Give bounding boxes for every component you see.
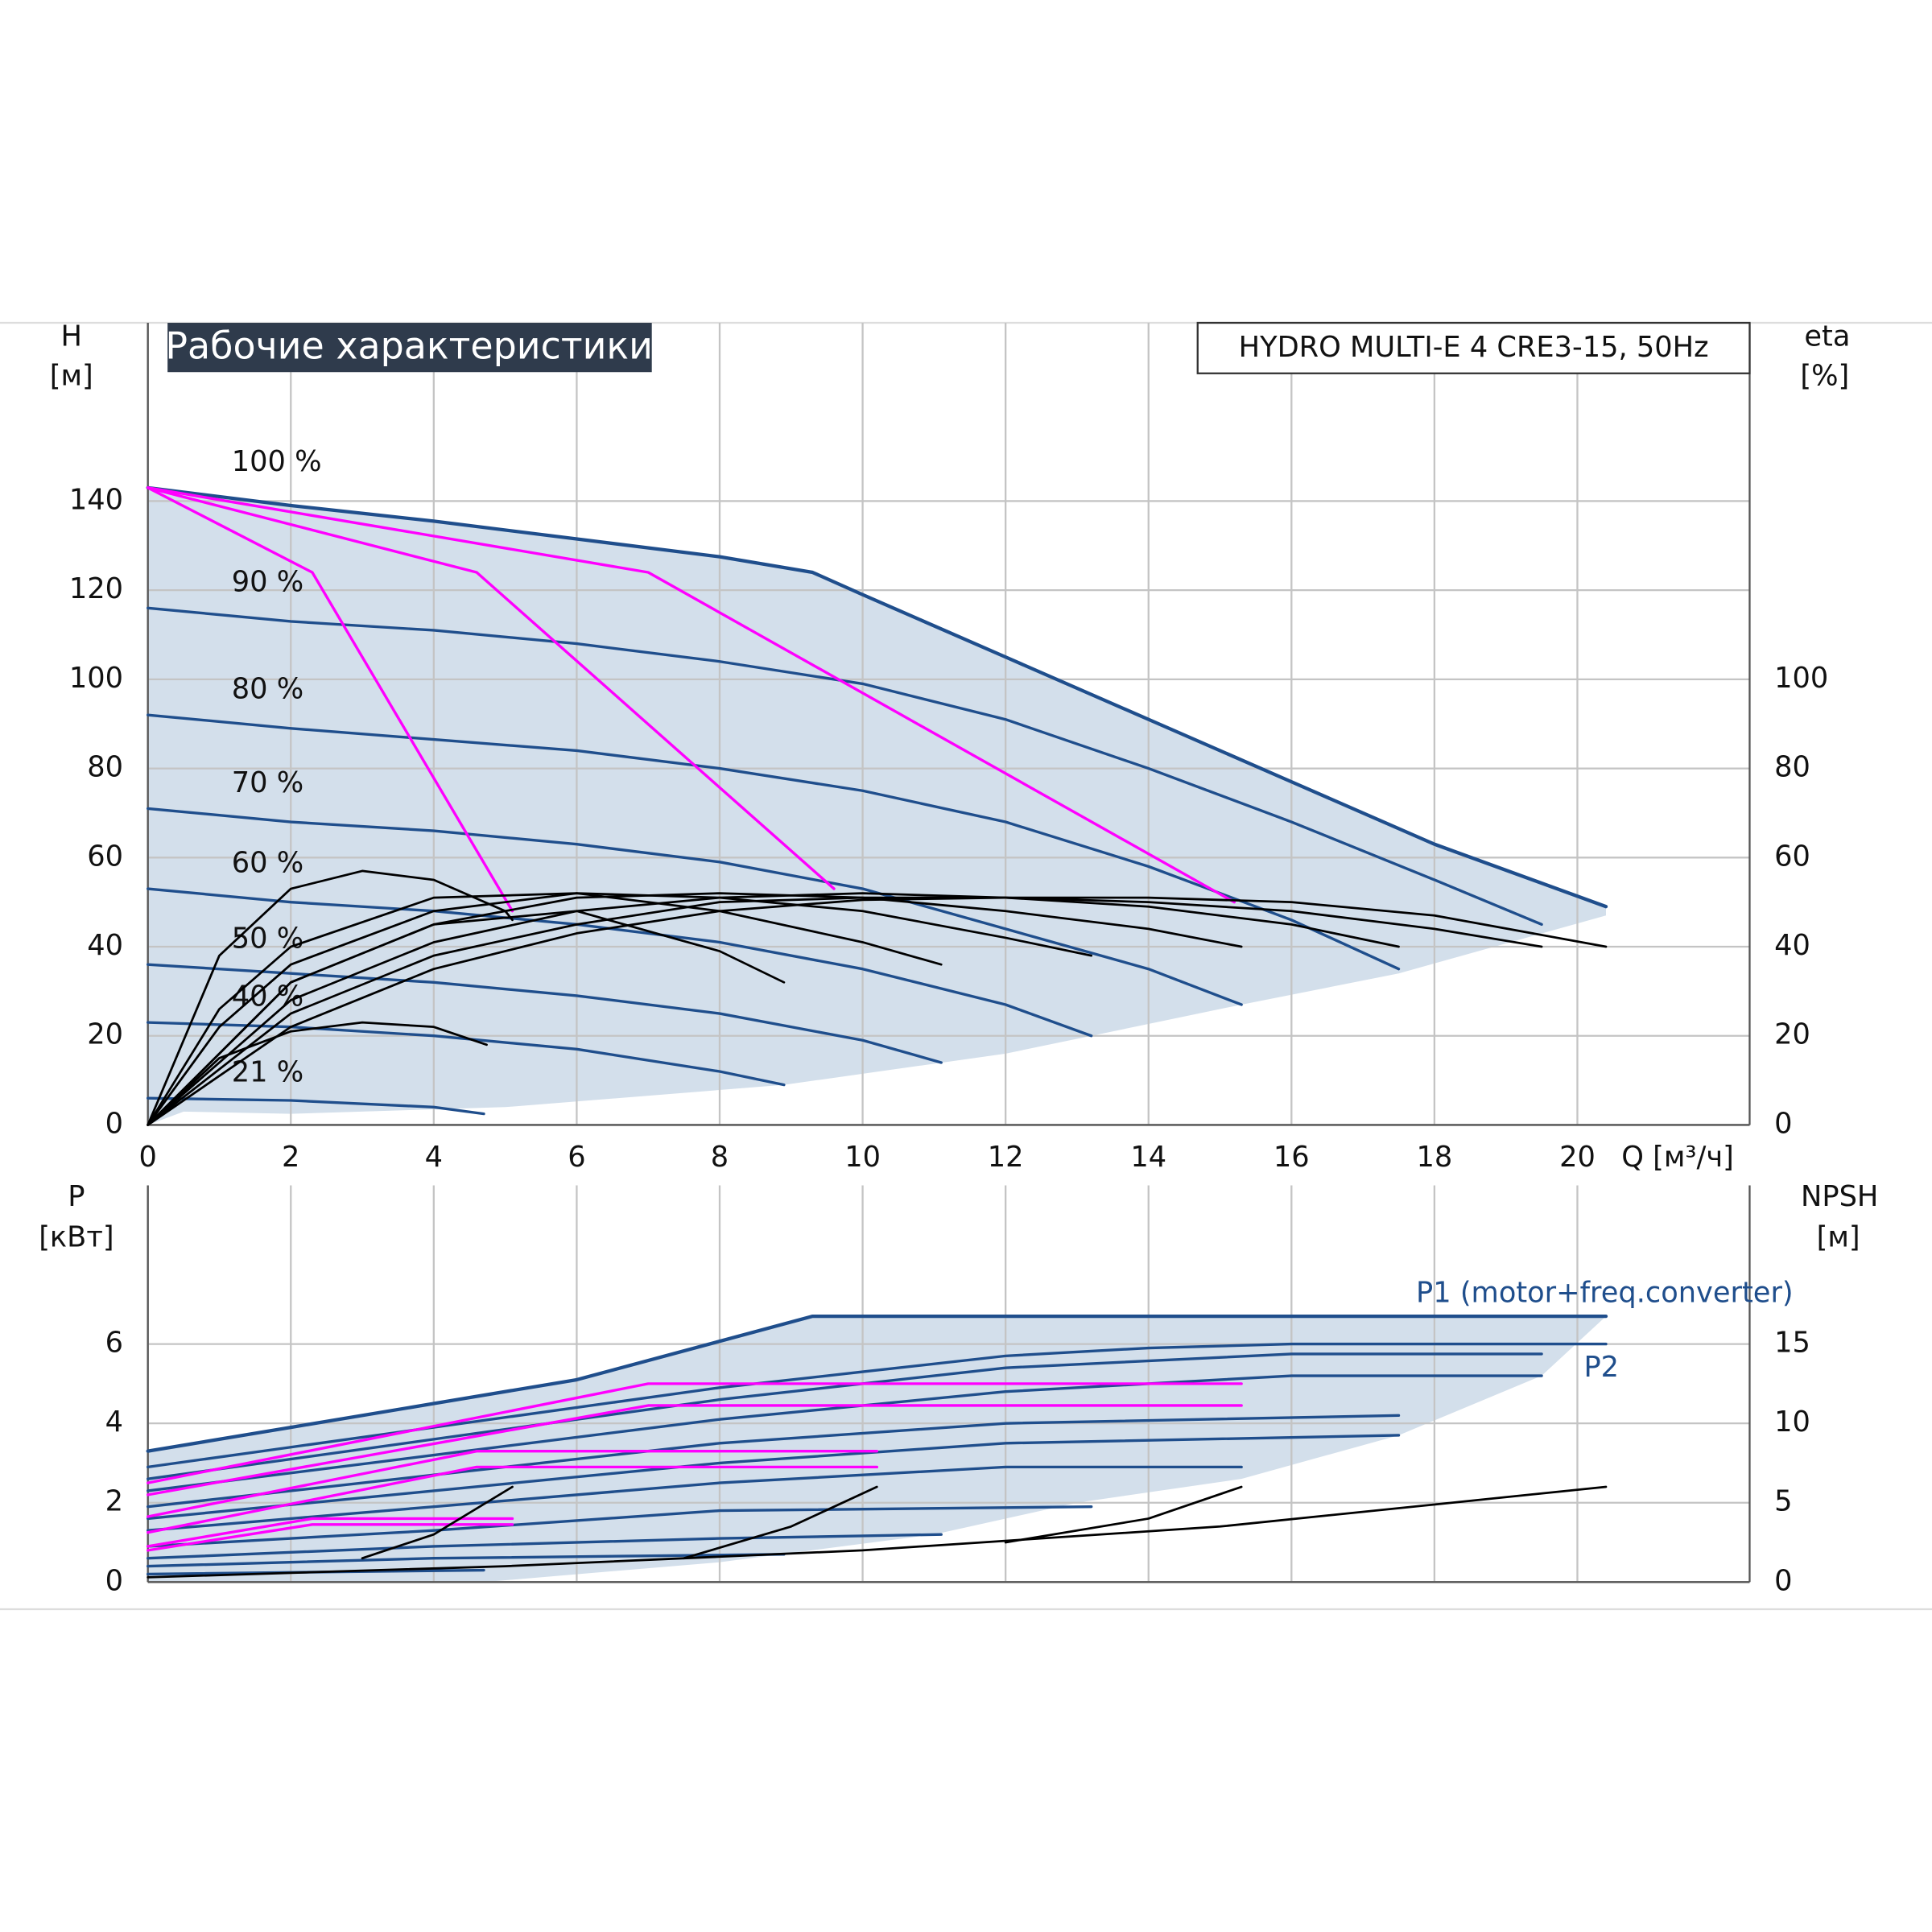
y-tick-label: 4	[105, 1406, 123, 1439]
curve	[146, 1465, 879, 1534]
y2-axis-unit: [м]	[1817, 1220, 1860, 1253]
curve	[147, 910, 786, 1126]
curve	[146, 1096, 485, 1116]
y2-axis-label: NPSH	[1801, 1180, 1878, 1213]
y2-tick-label: 15	[1774, 1327, 1810, 1360]
curve	[146, 1342, 1608, 1469]
y-tick-label: 2	[105, 1485, 123, 1518]
y2-tick-label: 100	[1774, 662, 1828, 695]
subtitle-box	[1196, 321, 1751, 374]
title-box	[167, 323, 652, 373]
x-tick-label: 2	[282, 1141, 299, 1174]
x-tick-label: 20	[1559, 1141, 1596, 1174]
curve-label: 60 %	[232, 846, 303, 879]
curve	[146, 887, 1093, 1038]
curve-label: P1 (motor+freq.converter)	[1416, 1277, 1794, 1310]
curve	[147, 869, 514, 1126]
curve	[146, 485, 1608, 909]
y2-tick-label: 40	[1774, 929, 1810, 962]
y2-tick-label: 20	[1774, 1018, 1810, 1051]
x-tick-label: 6	[568, 1141, 585, 1174]
y-tick-label: 120	[69, 572, 123, 605]
curve	[146, 1523, 514, 1552]
y-tick-label: 20	[87, 1018, 123, 1051]
curve-label: 80 %	[232, 673, 303, 706]
y-axis-unit: [кВт]	[39, 1220, 114, 1253]
curve-label: 21 %	[232, 1056, 303, 1089]
curve	[146, 1465, 1243, 1532]
y-axis-label: P	[68, 1180, 85, 1213]
y-axis-label: H	[61, 320, 82, 353]
x-tick-label: 4	[425, 1141, 443, 1174]
y-tick-label: 140	[69, 483, 123, 516]
y2-tick-label: 0	[1774, 1564, 1792, 1597]
curve	[146, 1434, 1401, 1521]
curve-label: 100 %	[232, 445, 322, 478]
curve	[146, 1414, 1401, 1509]
y2-tick-label: 5	[1774, 1485, 1792, 1518]
curve	[146, 807, 1243, 1006]
y-tick-label: 100	[69, 662, 123, 695]
curve	[146, 1505, 1093, 1548]
curve	[361, 1485, 514, 1560]
x-tick-label: 18	[1417, 1141, 1453, 1174]
y2-axis-label: eta	[1804, 320, 1850, 353]
curve	[683, 1485, 878, 1560]
curve	[146, 1314, 1608, 1453]
curve-label: P2	[1583, 1351, 1619, 1384]
curve	[146, 606, 1543, 927]
x-tick-label: 14	[1130, 1141, 1166, 1174]
curve	[146, 1449, 879, 1518]
y2-tick-label: 80	[1774, 751, 1810, 784]
x-axis-label: Q [м³/ч]	[1621, 1141, 1734, 1174]
y-tick-label: 60	[87, 840, 123, 873]
y-tick-label: 0	[105, 1107, 123, 1140]
curve	[146, 1553, 786, 1568]
curve	[146, 1404, 1243, 1496]
curve	[146, 486, 1236, 904]
curve	[147, 1021, 488, 1126]
curve	[146, 486, 836, 890]
curve-label: 70 %	[232, 766, 303, 799]
curve	[1004, 1485, 1243, 1544]
curve	[146, 963, 943, 1064]
chart-title: Рабочие характеристики	[165, 324, 653, 368]
y-tick-label: 0	[105, 1564, 123, 1597]
curve	[146, 486, 514, 913]
y-tick-label: 40	[87, 929, 123, 962]
curve-label: 50 %	[232, 923, 303, 956]
y2-tick-label: 0	[1774, 1107, 1792, 1140]
y2-tick-label: 10	[1774, 1406, 1810, 1439]
y2-tick-label: 60	[1774, 840, 1810, 873]
curve	[147, 1485, 1608, 1579]
curve	[146, 1382, 1243, 1484]
curve	[147, 896, 1608, 1126]
operating-envelope	[147, 487, 1607, 1125]
x-tick-label: 12	[988, 1141, 1024, 1174]
chart-subtitle: HYDRO MULTI-E 4 CRE3-15, 50Hz	[1239, 331, 1709, 364]
y-axis-unit: [м]	[50, 359, 93, 392]
y-tick-label: 80	[87, 751, 123, 784]
curve-label: 90 %	[232, 566, 303, 599]
curve	[146, 1533, 943, 1560]
x-tick-label: 10	[844, 1141, 881, 1174]
x-tick-label: 0	[138, 1141, 156, 1174]
curve	[147, 892, 943, 1126]
x-tick-label: 8	[711, 1141, 729, 1174]
y2-axis-unit: [%]	[1800, 359, 1849, 392]
y-tick-label: 6	[105, 1327, 123, 1360]
curve	[146, 1517, 514, 1548]
curve	[146, 1021, 786, 1087]
x-tick-label: 16	[1274, 1141, 1310, 1174]
